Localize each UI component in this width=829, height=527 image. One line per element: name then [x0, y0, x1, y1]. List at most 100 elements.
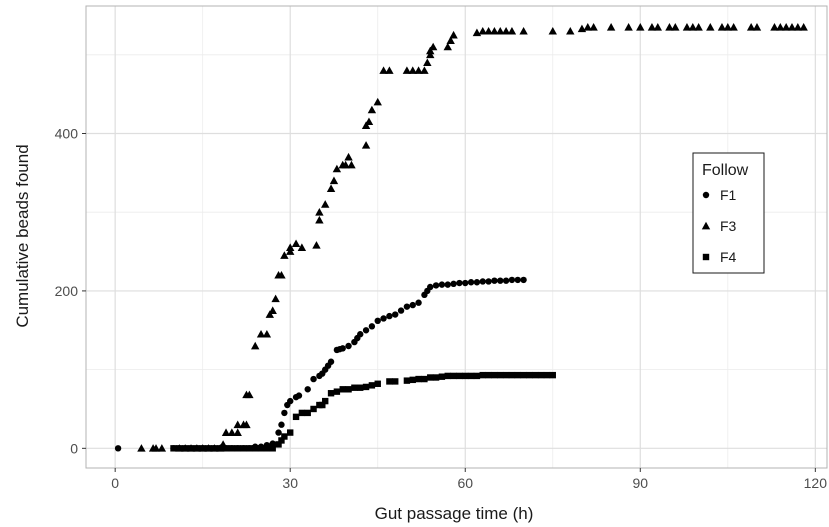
f3-point: [606, 23, 616, 31]
f3-point: [752, 23, 762, 31]
f4-point: [362, 383, 370, 391]
f1-point: [491, 277, 498, 284]
f3-point: [717, 23, 727, 31]
f3-point: [367, 105, 377, 114]
x-tick-label: 90: [633, 475, 649, 491]
f3-point: [408, 66, 417, 74]
f3-point: [624, 23, 633, 31]
f1-point: [345, 342, 352, 350]
f3-point: [706, 23, 715, 31]
f3-point: [347, 160, 356, 169]
f3-point: [402, 66, 412, 74]
y-tick-label: 0: [70, 440, 78, 456]
f1-point: [362, 327, 370, 334]
x-tick-label: 0: [111, 475, 119, 491]
f3-point: [385, 66, 394, 74]
panel-border: [85, 5, 828, 469]
f3-point: [665, 23, 674, 31]
legend-key-f1: [702, 191, 710, 199]
f1-point: [409, 301, 416, 309]
f4-point: [537, 371, 545, 379]
f3-point: [501, 26, 511, 35]
f4-point: [444, 372, 451, 380]
f4-point: [532, 371, 539, 379]
f4-point: [281, 433, 288, 440]
f4-point: [549, 371, 556, 379]
f4-point: [427, 374, 434, 381]
legend-title: Follow: [702, 162, 749, 179]
f1-point: [281, 409, 288, 417]
f3-point: [781, 23, 791, 31]
x-tick-label: 60: [457, 475, 473, 491]
x-axis-title: Gut passage time (h): [375, 504, 534, 523]
f4-point: [491, 371, 498, 379]
f4-point: [403, 377, 411, 384]
f3-point: [428, 42, 438, 51]
f4-point: [170, 445, 177, 452]
f3-point: [682, 23, 692, 31]
y-tick-label: 400: [55, 126, 79, 142]
f3-point: [426, 46, 435, 55]
f1-point: [287, 397, 294, 405]
y-axis-ticks: 0 200 400: [55, 126, 86, 456]
f1-point: [462, 279, 469, 287]
f4-point: [502, 371, 510, 379]
f3-point: [233, 428, 242, 436]
f3-point: [729, 23, 738, 31]
f3-point: [245, 390, 254, 399]
f3-point: [373, 97, 382, 106]
x-axis-ticks: 0 30 60 90 120: [111, 468, 827, 491]
x-tick-label: 30: [282, 475, 298, 491]
f3-point: [787, 23, 797, 31]
f3-point: [157, 444, 167, 452]
f4-point: [216, 445, 224, 452]
f1-point: [502, 277, 510, 284]
f3-point: [321, 200, 330, 208]
f3-point: [484, 26, 493, 35]
f3-point: [265, 310, 274, 318]
x-tick-label: 120: [804, 475, 828, 491]
f1-point: [327, 358, 335, 365]
f1-point: [508, 276, 516, 284]
f4-point: [298, 409, 306, 417]
f1-point: [432, 282, 440, 289]
f3-point: [449, 30, 458, 39]
legend-label-f1: F1: [720, 187, 737, 203]
f4-point: [205, 445, 212, 452]
f3-point: [423, 58, 432, 67]
f1-point: [444, 281, 451, 288]
legend: Follow F1 F3 F4: [692, 152, 765, 274]
f3-point: [280, 251, 289, 259]
f3-point: [496, 26, 505, 35]
f4-point: [263, 445, 271, 452]
f3-point: [361, 121, 371, 129]
f3-point: [332, 164, 342, 173]
f4-point: [508, 371, 516, 379]
f1-point: [427, 283, 434, 291]
f3-point: [647, 23, 657, 31]
legend-key-f4: [702, 253, 710, 261]
f3-point: [583, 23, 592, 31]
f4-point: [275, 441, 282, 448]
f3-point: [251, 341, 260, 350]
f3-point: [589, 23, 598, 31]
f3-point: [326, 184, 336, 192]
f3-point: [256, 330, 266, 338]
f1-point: [473, 279, 481, 286]
f4-point: [278, 437, 285, 444]
f3-point: [490, 26, 499, 35]
f4-point: [526, 371, 533, 379]
f3-point: [277, 270, 286, 279]
f3-point: [262, 330, 272, 338]
f3-point: [344, 152, 353, 161]
f4-point: [181, 445, 189, 452]
f4-point: [543, 371, 551, 379]
f1-point: [397, 307, 405, 314]
f4-point: [222, 445, 230, 452]
legend-keys: [701, 191, 711, 261]
f4-point: [234, 445, 241, 452]
f3-point: [653, 23, 662, 31]
f3-point: [566, 26, 575, 35]
f3-point: [286, 243, 295, 251]
